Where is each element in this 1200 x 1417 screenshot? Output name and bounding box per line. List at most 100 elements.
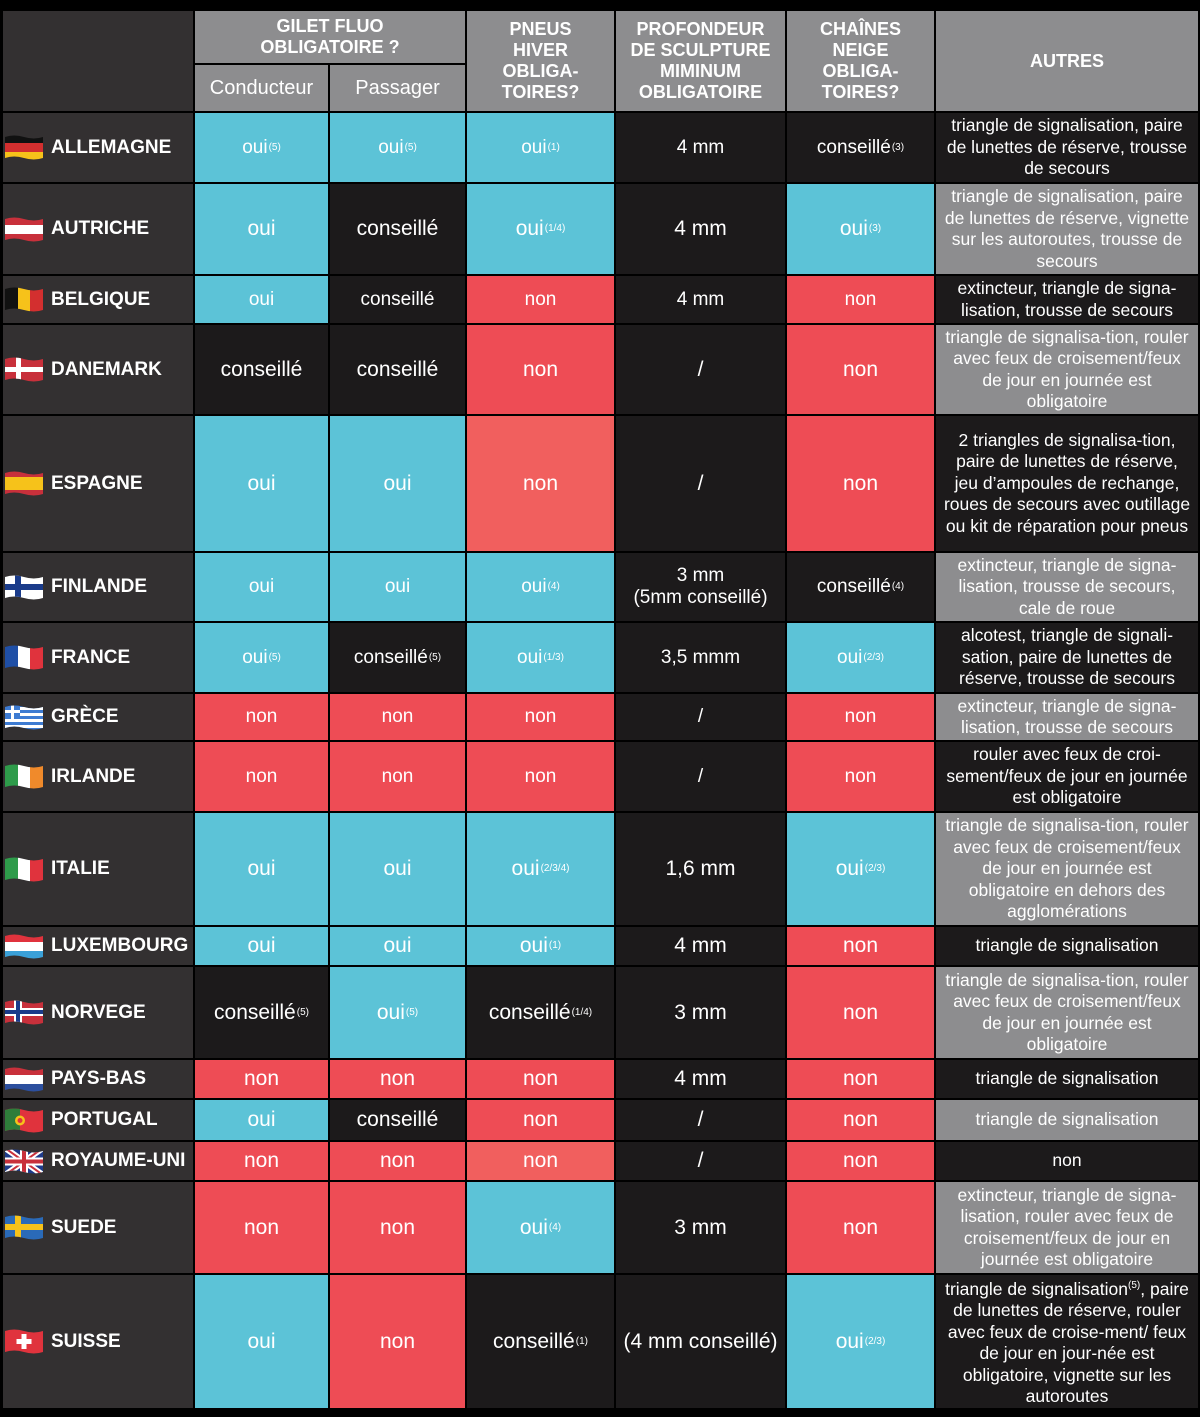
chaines-neige-cell: non	[787, 325, 934, 414]
profondeur-value: 3 mm	[674, 1000, 727, 1024]
pneus-hiver-cell: oui (1)	[467, 113, 614, 182]
profondeur-value: /	[697, 706, 704, 727]
gilet-passager-cell: oui	[330, 927, 465, 965]
gilet-conducteur-cell: oui	[195, 276, 328, 323]
gilet-passager-value: oui	[383, 471, 412, 495]
pneus-hiver-value: oui	[519, 934, 548, 957]
pneus-hiver-cell: non	[467, 742, 614, 811]
profondeur-cell: 1,6 mm	[616, 813, 785, 925]
autres-value: rouler avec feux de croi-sement/feux de …	[946, 744, 1188, 808]
country-cell: SUEDE	[3, 1182, 193, 1273]
autres-cell: extincteur, triangle de signa-lisation, …	[936, 694, 1198, 740]
gilet-passager-cell: conseillé (5)	[330, 623, 465, 692]
autres-cell: triangle de signalisation	[936, 927, 1198, 965]
country-cell: FRANCE	[3, 623, 193, 692]
chaines-neige-cell: conseillé (3)	[787, 113, 934, 182]
gilet-passager-value: non	[379, 1067, 416, 1090]
gilet-passager-value: oui	[384, 576, 411, 597]
country-name: NORVEGE	[51, 1001, 146, 1023]
gilet-conducteur-value: non	[243, 1067, 280, 1090]
country-name: PORTUGAL	[51, 1109, 158, 1130]
pneus-hiver-cell: oui (4)	[467, 553, 614, 621]
autres-cell: triangle de signalisation(5), paire de l…	[936, 1275, 1198, 1408]
autres-cell: alcotest, triangle de signali-sation, pa…	[936, 623, 1198, 692]
gilet-passager-cell: conseillé	[330, 325, 465, 414]
profondeur-cell: /	[616, 325, 785, 414]
autres-cell: triangle de signalisa-tion, rouler avec …	[936, 325, 1198, 414]
chaines-neige-value: non	[842, 357, 879, 381]
country-name: FRANCE	[51, 646, 131, 668]
pneus-hiver-cell: oui (1)	[467, 927, 614, 965]
spain-flag-icon	[5, 471, 43, 496]
gilet-passager-value: conseillé	[356, 217, 439, 240]
profondeur-cell: (4 mm conseillé)	[616, 1275, 785, 1408]
chaines-neige-cell: non	[787, 1142, 934, 1180]
gilet-conducteur-cell: oui	[195, 1275, 328, 1408]
autres-cell: 2 triangles de signalisa-tion, paire de …	[936, 416, 1198, 551]
gilet-passager-value: oui	[376, 1000, 405, 1024]
gilet-passager-value: oui	[378, 136, 404, 158]
autres-value: triangle de signalisa-tion, rouler avec …	[945, 815, 1189, 922]
gilet-conducteur-cell: oui	[195, 553, 328, 621]
pneus-hiver-value: non	[522, 357, 559, 381]
autres-cell: triangle de signalisation	[936, 1060, 1198, 1098]
gilet-passager-cell: non	[330, 1142, 465, 1180]
chaines-neige-value: non	[844, 765, 877, 787]
luxembourg-flag-icon	[5, 934, 43, 958]
pneus-hiver-cell: non	[467, 1100, 614, 1140]
profondeur-value: 1,6 mm	[665, 857, 736, 880]
gilet-passager-value: non	[381, 706, 414, 727]
gilet-conducteur-cell: oui (5)	[195, 623, 328, 692]
gilet-conducteur-value: oui	[247, 934, 276, 957]
ireland-flag-icon	[5, 764, 43, 789]
pneus-hiver-cell: conseillé (1/4)	[467, 967, 614, 1058]
gilet-conducteur-cell: oui	[195, 927, 328, 965]
gilet-passager-cell: oui (5)	[330, 967, 465, 1058]
uk-flag-icon	[5, 1149, 43, 1173]
country-cell: ESPAGNE	[3, 416, 193, 551]
country-cell: AUTRICHE	[3, 184, 193, 274]
autres-cell: triangle de signalisation, paire de lune…	[936, 184, 1198, 274]
pneus-hiver-cell: oui (2/3/4)	[467, 813, 614, 925]
table-corner	[3, 11, 193, 111]
gilet-passager-value: non	[379, 1329, 416, 1353]
profondeur-value: /	[697, 357, 704, 381]
gilet-conducteur-cell: non	[195, 1182, 328, 1273]
country-name: SUEDE	[51, 1216, 117, 1238]
finland-flag-icon	[5, 575, 43, 599]
denmark-flag-icon	[5, 357, 43, 382]
gilet-conducteur-cell: conseillé (5)	[195, 967, 328, 1058]
gilet-conducteur-cell: oui	[195, 184, 328, 274]
portugal-flag-icon	[5, 1108, 43, 1132]
country-name: ALLEMAGNE	[51, 136, 172, 158]
gilet-passager-value: conseillé	[360, 288, 435, 310]
gilet-conducteur-value: conseillé	[214, 1000, 296, 1024]
gilet-conducteur-cell: non	[195, 694, 328, 740]
profondeur-cell: /	[616, 694, 785, 740]
pneus-hiver-value: non	[522, 1067, 559, 1090]
gilet-passager-cell: conseillé	[330, 276, 465, 323]
chaines-neige-value: non	[842, 471, 879, 495]
gilet-conducteur-value: non	[243, 1215, 280, 1239]
header-autres: AUTRES	[936, 11, 1198, 111]
chaines-neige-value: oui	[835, 1329, 864, 1353]
profondeur-value: /	[697, 1149, 704, 1172]
autres-value: triangle de signalisation	[975, 1109, 1159, 1130]
gilet-passager-cell: non	[330, 1275, 465, 1408]
gilet-conducteur-cell: oui	[195, 1100, 328, 1140]
pneus-hiver-cell: oui (4)	[467, 1182, 614, 1273]
country-cell: GRÈCE	[3, 694, 193, 740]
autres-value: triangle de signalisation(5), paire de l…	[945, 1278, 1189, 1407]
gilet-conducteur-value: oui	[248, 288, 275, 310]
chaines-neige-cell: oui (2/3)	[787, 1275, 934, 1408]
greece-flag-icon	[5, 705, 43, 729]
chaines-neige-value: non	[842, 934, 879, 957]
belgium-flag-icon	[5, 287, 43, 312]
gilet-conducteur-cell: oui (5)	[195, 113, 328, 182]
chaines-neige-cell: conseillé (4)	[787, 553, 934, 621]
gilet-passager-cell: oui (5)	[330, 113, 465, 182]
gilet-conducteur-value: oui	[247, 217, 276, 240]
country-cell: SUISSE	[3, 1275, 193, 1408]
country-name: AUTRICHE	[51, 218, 150, 239]
gilet-passager-value: non	[379, 1149, 416, 1172]
